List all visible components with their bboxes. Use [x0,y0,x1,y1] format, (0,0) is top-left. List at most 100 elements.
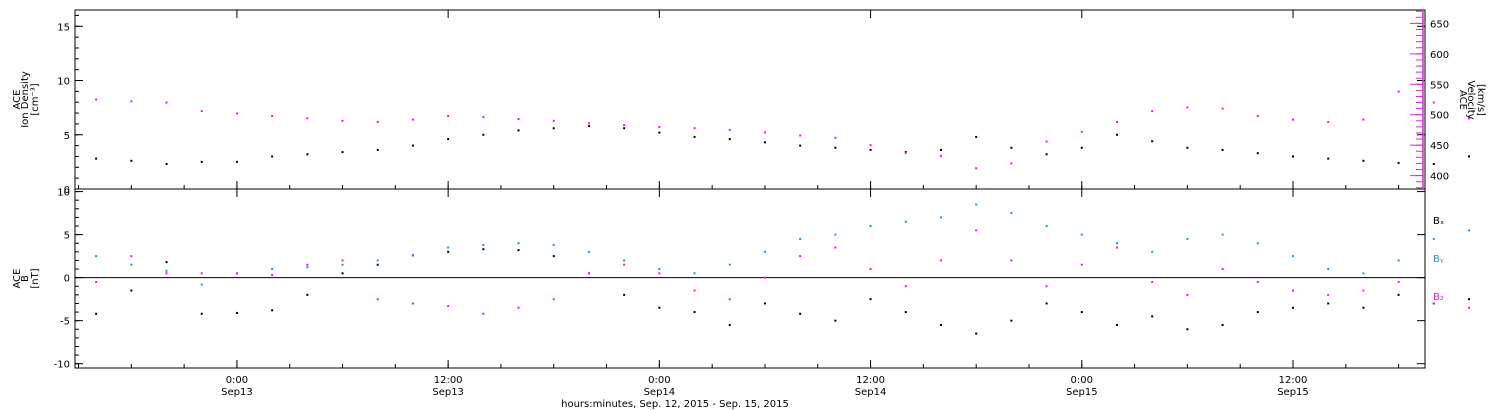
data-point [165,163,168,166]
data-point [834,146,837,149]
data-point [869,144,872,147]
x-tick-date: Sep14 [855,387,887,398]
series-trace-0 [95,125,1471,166]
data-point [200,312,203,315]
data-point [271,274,274,277]
data-point [1291,155,1294,158]
y-axis-label: [nT] [30,268,41,288]
data-point [517,306,520,309]
data-point [1397,259,1400,262]
y-tick-label: 5 [64,131,70,142]
y-tick-label: 0 [64,185,70,196]
data-point [1291,118,1294,121]
data-point [1432,302,1435,305]
y-axis-label: B [20,275,31,282]
series-b1 [95,203,1471,286]
data-point [306,293,309,296]
data-point [165,101,168,104]
data-point [658,306,661,309]
data-point [1080,130,1083,133]
data-point [1291,255,1294,258]
data-point [1080,146,1083,149]
right-y-tick-label: 550 [1430,80,1449,91]
data-point [1186,328,1189,331]
data-point [200,160,203,163]
data-point [1151,110,1154,113]
x-tick-date: Sep13 [432,387,464,398]
data-point [1045,153,1048,156]
data-point [341,119,344,122]
data-point [200,110,203,113]
data-point [1362,306,1365,309]
series-trace-1 [95,90,1471,170]
data-point [1115,242,1118,245]
data-point [1468,298,1471,301]
data-point [165,272,168,275]
data-point [834,136,837,139]
data-point [1010,162,1013,165]
data-point [235,272,238,275]
right-y-axis-label: ACE [1457,90,1468,110]
data-point [587,250,590,253]
data-point [623,259,626,262]
y-tick-label: 5 [64,231,70,242]
y-axis-label: [cm⁻³] [30,83,41,115]
data-point [693,289,696,292]
data-point [763,276,766,279]
data-point [799,312,802,315]
data-point [1362,159,1365,162]
data-point [517,129,520,132]
x-tick-time: 12:00 [434,375,463,386]
data-point [869,298,872,301]
data-point [975,229,978,232]
data-point [1010,212,1013,215]
data-point [1080,311,1083,314]
data-point [552,127,555,130]
data-point [1327,293,1330,296]
data-point [623,263,626,266]
data-point [658,125,661,128]
data-point [799,144,802,147]
data-point [130,255,133,258]
data-point [1432,237,1435,240]
data-point [235,311,238,314]
data-point [130,263,133,266]
x-tick-date: Sep13 [221,387,253,398]
data-point [341,259,344,262]
data-point [728,128,731,131]
data-point [411,118,414,121]
data-point [1397,293,1400,296]
x-tick-date: Sep15 [1277,387,1309,398]
data-point [975,167,978,170]
data-point [587,122,590,125]
data-point [1010,146,1013,149]
data-point [1221,233,1224,236]
x-tick-time: 0:00 [226,375,248,386]
data-point [271,309,274,312]
data-point [834,246,837,249]
data-point [130,159,133,162]
x-axis-label: hours:minutes, Sep. 12, 2015 - Sep. 15, … [561,399,789,410]
x-tick-time: 0:00 [1071,375,1093,386]
data-point [693,311,696,314]
data-point [1151,140,1154,143]
data-point [130,289,133,292]
data-point [1327,268,1330,271]
data-point [587,272,590,275]
data-point [1115,246,1118,249]
y-tick-label: 10 [57,77,70,88]
data-point [235,112,238,115]
data-point [1468,155,1471,158]
data-point [623,293,626,296]
data-point [517,117,520,120]
data-point [658,131,661,134]
y-tick-label: 15 [57,22,70,33]
data-point [1186,293,1189,296]
data-point [1256,114,1259,117]
data-point [904,152,907,155]
x-tick-date: Sep15 [1066,387,1098,398]
data-point [552,255,555,258]
data-point [1327,121,1330,124]
data-point [200,283,203,286]
data-point [482,133,485,136]
